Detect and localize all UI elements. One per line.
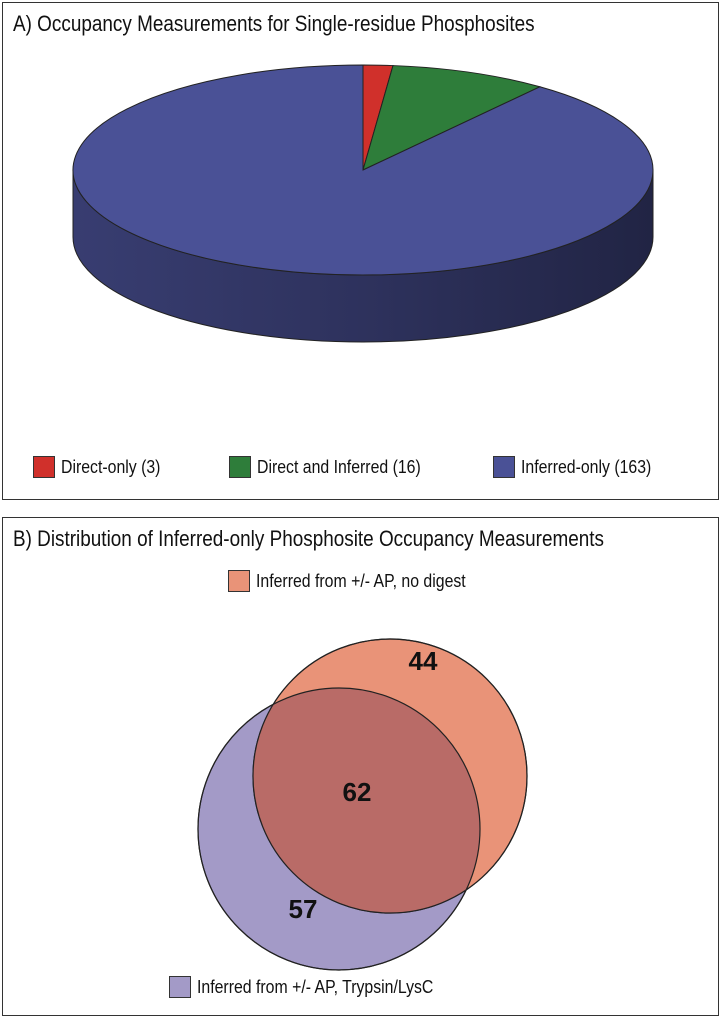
legend-label: Direct and Inferred (16)	[257, 456, 421, 477]
legend-item-inferred-only: Inferred-only (163)	[493, 456, 669, 478]
venn-count-trypsin-only: 57	[289, 894, 318, 924]
panel-b: B) Distribution of Inferred-only Phospho…	[2, 517, 719, 1016]
legend-swatch	[169, 976, 191, 998]
legend-swatch	[228, 570, 250, 592]
venn-count-no-digest-only: 44	[409, 646, 438, 676]
venn-count-overlap: 62	[343, 777, 372, 807]
pie-slice-direct-and-inferred	[362, 65, 542, 171]
legend-label: Inferred-only (163)	[521, 456, 652, 477]
legend-item-direct-only: Direct-only (3)	[33, 456, 174, 478]
panel-a: A) Occupancy Measurements for Single-res…	[2, 2, 719, 500]
legend-item-trypsin-lysc: Inferred from +/- AP, Trypsin/LysC	[169, 976, 466, 998]
legend-label: Inferred from +/- AP, Trypsin/LysC	[197, 976, 434, 997]
legend-swatch	[33, 456, 55, 478]
venn-diagram: 44 62 57	[197, 638, 528, 971]
pie-slice-inferred-only	[72, 64, 654, 276]
legend-swatch	[229, 456, 251, 478]
legend-item-no-digest: Inferred from +/- AP, no digest	[228, 570, 494, 592]
chart-title: A) Occupancy Measurements for Single-res…	[13, 11, 535, 36]
chart-title: B) Distribution of Inferred-only Phospho…	[13, 526, 605, 551]
legend-swatch	[493, 456, 515, 478]
pie-chart	[72, 64, 654, 343]
legend-label: Direct-only (3)	[61, 456, 161, 477]
legend-label: Inferred from +/- AP, no digest	[256, 570, 466, 591]
legend-item-direct-and-inferred: Direct and Inferred (16)	[229, 456, 443, 478]
